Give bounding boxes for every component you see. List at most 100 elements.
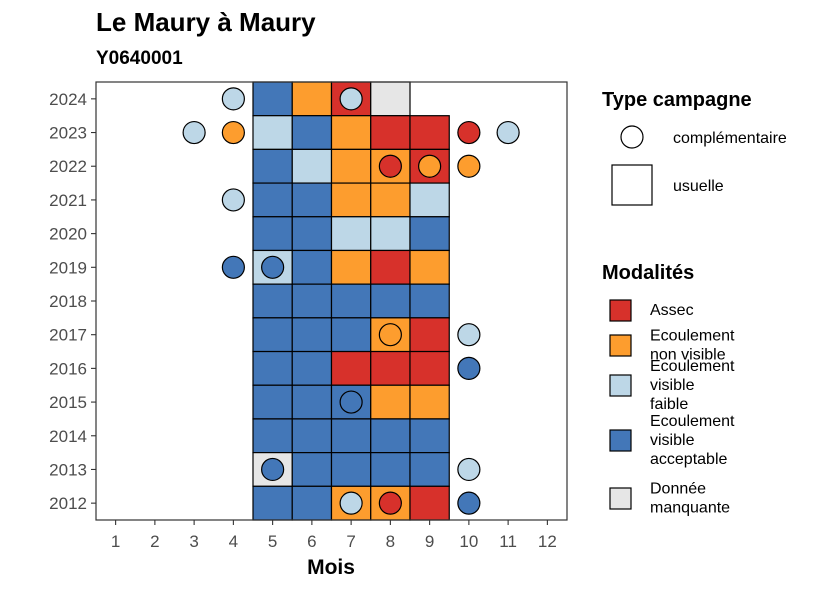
point-2016-10 <box>457 356 481 380</box>
point-2023-10 <box>457 120 481 145</box>
x-axis: 1 2 3 4 5 6 7 8 9 10 11 12 <box>111 520 557 551</box>
point-2022-9 <box>418 154 442 178</box>
point-2022-10 <box>457 154 481 178</box>
tile-2017-7 <box>330 317 372 353</box>
legend-campagne-title: Type campagne <box>602 89 752 111</box>
point-2012-8 <box>378 491 402 515</box>
legend-campagne-label: complémentaire <box>673 130 787 147</box>
tile-2018-6 <box>291 283 333 319</box>
y-tick-label: 2022 <box>49 157 87 176</box>
x-tick-label: 9 <box>425 532 434 551</box>
tile-2016-9 <box>409 350 450 386</box>
x-tick-label: 6 <box>307 532 316 551</box>
point-2023-4 <box>221 120 245 145</box>
tile-2014-9 <box>409 418 450 454</box>
x-tick-label: 8 <box>386 532 395 551</box>
tile-2017-6 <box>291 317 333 353</box>
legend-circle-icon <box>620 125 644 149</box>
tile-2021-6 <box>291 182 333 218</box>
tile-2018-9 <box>409 283 450 319</box>
tile-2014-8 <box>370 418 411 454</box>
x-tick-label: 12 <box>538 532 557 551</box>
point-2017-8 <box>378 323 402 347</box>
x-tick-label: 11 <box>499 532 517 551</box>
point-2012-7 <box>339 491 363 515</box>
chart-title: Le Maury à Maury <box>96 7 316 37</box>
legend-label-line: Assec <box>650 302 694 319</box>
tile-2020-8 <box>370 216 411 252</box>
y-tick-label: 2021 <box>49 191 87 210</box>
legend-label-line: visible <box>650 432 695 449</box>
legend-square-icon <box>611 164 653 206</box>
tile-2021-7 <box>330 182 372 218</box>
legend-swatch <box>609 299 632 322</box>
tile-2013-7 <box>330 452 372 487</box>
legend-label-line: Ecoulement <box>650 358 735 375</box>
tile-2013-6 <box>291 452 333 487</box>
tile-2013-9 <box>409 452 450 487</box>
tile-2020-6 <box>291 216 333 252</box>
tile-2021-5 <box>252 182 293 218</box>
tiles-layer <box>252 81 450 521</box>
x-tick-label: 2 <box>150 532 159 551</box>
x-tick-label: 4 <box>229 532 238 551</box>
point-2012-10 <box>457 491 481 515</box>
tile-2019-6 <box>291 249 333 285</box>
tile-2024-6 <box>291 81 333 117</box>
tile-2020-7 <box>330 216 372 252</box>
tile-2018-5 <box>252 283 293 319</box>
x-tick-label: 3 <box>189 532 198 551</box>
tile-2017-5 <box>252 317 293 353</box>
point-2023-11 <box>496 120 520 145</box>
tile-2018-7 <box>330 283 372 319</box>
tile-2023-9 <box>409 115 450 150</box>
tile-2018-8 <box>370 283 411 319</box>
legend-modalites-title: Modalités <box>602 262 694 284</box>
tile-2015-5 <box>252 384 293 420</box>
tile-2016-5 <box>252 350 293 386</box>
x-tick-label: 5 <box>268 532 277 551</box>
y-tick-label: 2020 <box>49 225 87 244</box>
tile-2022-7 <box>330 148 372 184</box>
x-axis-title: Mois <box>307 556 355 579</box>
point-2017-10 <box>457 323 481 347</box>
legend-label-line: manquante <box>650 500 730 517</box>
x-tick-label: 7 <box>346 532 355 551</box>
point-2024-7 <box>339 87 363 111</box>
tile-2019-9 <box>409 249 450 285</box>
y-tick-label: 2018 <box>49 292 87 311</box>
tile-2016-8 <box>370 350 411 386</box>
tile-2023-7 <box>330 115 372 150</box>
tile-2015-6 <box>291 384 333 420</box>
y-tick-label: 2015 <box>49 393 87 412</box>
tile-2022-5 <box>252 148 293 184</box>
legend-modalite-label: Donnée manquante <box>650 481 730 517</box>
tile-2017-9 <box>409 317 450 353</box>
tile-2023-5 <box>252 115 293 150</box>
legend-campagne-label: usuelle <box>673 178 724 195</box>
legend-campagne: Type campagne complémentaire usuelle <box>602 89 787 206</box>
tile-2012-9 <box>409 485 450 521</box>
legend-label-line: visible <box>650 377 695 394</box>
tile-2023-6 <box>291 115 333 150</box>
point-2019-4 <box>221 255 245 279</box>
point-2015-7 <box>339 390 363 414</box>
tile-2021-8 <box>370 182 411 218</box>
tile-2016-6 <box>291 350 333 386</box>
legend-label-line: faible <box>650 396 688 413</box>
legend-modalite-label: Ecoulement visible acceptable <box>650 413 735 468</box>
legend-label-line: acceptable <box>650 451 727 468</box>
point-2022-8 <box>378 154 402 178</box>
legend-swatch <box>609 429 632 452</box>
tile-2024-8 <box>370 81 411 117</box>
point-2021-4 <box>221 188 245 212</box>
tile-2019-7 <box>330 249 372 285</box>
legend-label-line: Donnée <box>650 481 706 498</box>
y-tick-label: 2016 <box>49 359 87 378</box>
tile-2012-5 <box>252 485 293 521</box>
tile-2024-5 <box>252 81 293 117</box>
x-tick-label: 10 <box>459 532 478 551</box>
x-tick-label: 1 <box>111 532 120 551</box>
y-axis: 2012 2013 2014 2015 2016 2017 2018 2019 2020 2021… <box>49 90 96 513</box>
